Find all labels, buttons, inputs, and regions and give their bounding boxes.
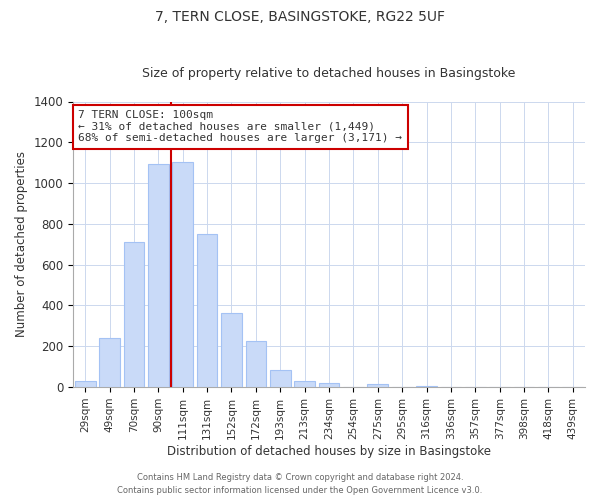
Y-axis label: Number of detached properties: Number of detached properties [15, 152, 28, 338]
Bar [245, 341, 266, 387]
Bar [197, 234, 217, 387]
Bar [270, 370, 290, 387]
Title: Size of property relative to detached houses in Basingstoke: Size of property relative to detached ho… [142, 66, 516, 80]
Text: 7 TERN CLOSE: 100sqm
← 31% of detached houses are smaller (1,449)
68% of semi-de: 7 TERN CLOSE: 100sqm ← 31% of detached h… [78, 110, 402, 144]
Bar [294, 381, 315, 387]
Bar [367, 384, 388, 387]
Bar [75, 381, 95, 387]
Bar [172, 162, 193, 387]
Text: 7, TERN CLOSE, BASINGSTOKE, RG22 5UF: 7, TERN CLOSE, BASINGSTOKE, RG22 5UF [155, 10, 445, 24]
Bar [124, 242, 145, 387]
Bar [319, 383, 340, 387]
Bar [148, 164, 169, 387]
Text: Contains HM Land Registry data © Crown copyright and database right 2024.
Contai: Contains HM Land Registry data © Crown c… [118, 474, 482, 495]
Bar [416, 386, 437, 387]
X-axis label: Distribution of detached houses by size in Basingstoke: Distribution of detached houses by size … [167, 444, 491, 458]
Bar [221, 312, 242, 387]
Bar [99, 338, 120, 387]
